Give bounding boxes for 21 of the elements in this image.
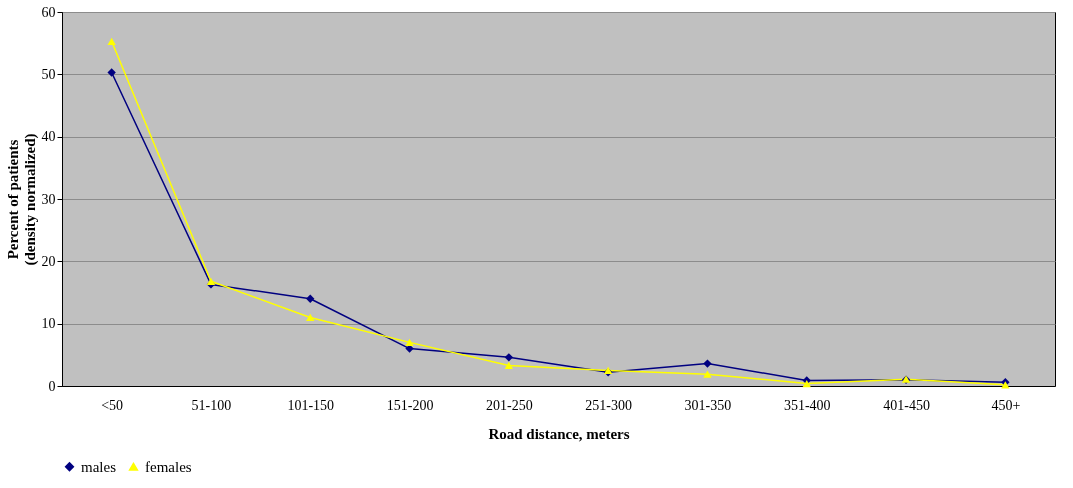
y-tick-label: 0 (48, 378, 56, 394)
x-tick-label: <50 (101, 397, 124, 413)
y-tick-label: 60 (41, 4, 56, 20)
y-tick-label: 50 (41, 66, 56, 82)
y-tick-label: 40 (41, 129, 56, 145)
x-axis-title: Road distance, meters (488, 425, 630, 442)
y-tick-label: 20 (41, 253, 56, 269)
y-tick-label: 30 (41, 191, 56, 207)
x-tick-label: 101-150 (287, 397, 335, 413)
x-tick-label: 450+ (991, 397, 1021, 413)
legend-label: females (145, 458, 192, 475)
x-tick-label: 151-200 (386, 397, 434, 413)
x-tick-label: 201-250 (486, 397, 533, 413)
legend-label: males (81, 458, 117, 475)
x-tick-label: 51-100 (191, 397, 232, 413)
y-axis-title: Percent of patients (density normalized) (4, 133, 39, 266)
x-tick-label: 351-400 (783, 397, 831, 413)
x-tick-label: 401-450 (883, 397, 930, 413)
y-tick-label: 10 (41, 316, 56, 332)
x-tick-label: 251-300 (585, 397, 632, 413)
x-tick-label: 301-350 (684, 397, 732, 413)
